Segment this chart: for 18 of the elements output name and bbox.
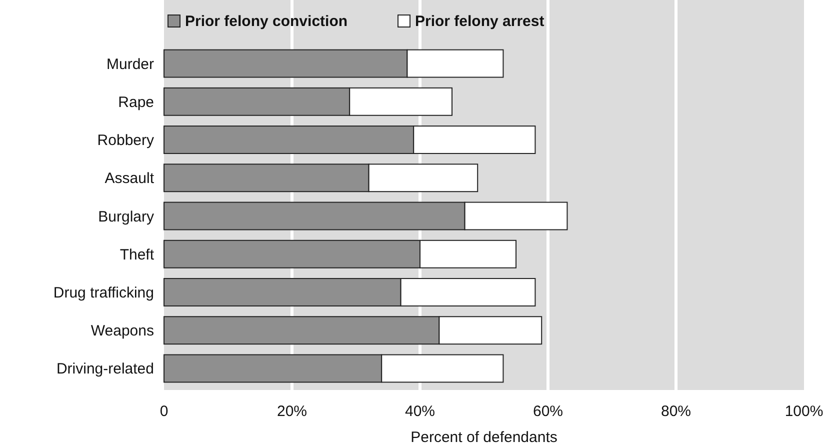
y-tick-label: Burglary	[98, 208, 154, 226]
legend-label: Prior felony conviction	[185, 13, 348, 30]
x-tick-label: 100%	[784, 403, 824, 420]
y-tick-label: Murder	[106, 56, 154, 73]
y-tick-label: Robbery	[97, 132, 154, 150]
legend-label: Prior felony arrest	[415, 13, 544, 30]
y-tick-label: Driving-related	[56, 360, 154, 378]
y-tick-label: Weapons	[90, 322, 154, 340]
x-tick-label: 60%	[532, 403, 564, 420]
x-tick-label: 40%	[404, 403, 436, 420]
y-tick-label: Rape	[118, 94, 154, 111]
y-tick-label: Assault	[104, 170, 155, 188]
y-tick-label: Theft	[120, 246, 155, 264]
x-tick-label: 20%	[276, 403, 308, 420]
x-tick-label: 0	[160, 403, 168, 420]
x-tick-label: 80%	[660, 403, 692, 420]
x-axis-title: Percent of defendants	[410, 429, 558, 446]
y-tick-label: Drug trafficking	[53, 284, 154, 302]
